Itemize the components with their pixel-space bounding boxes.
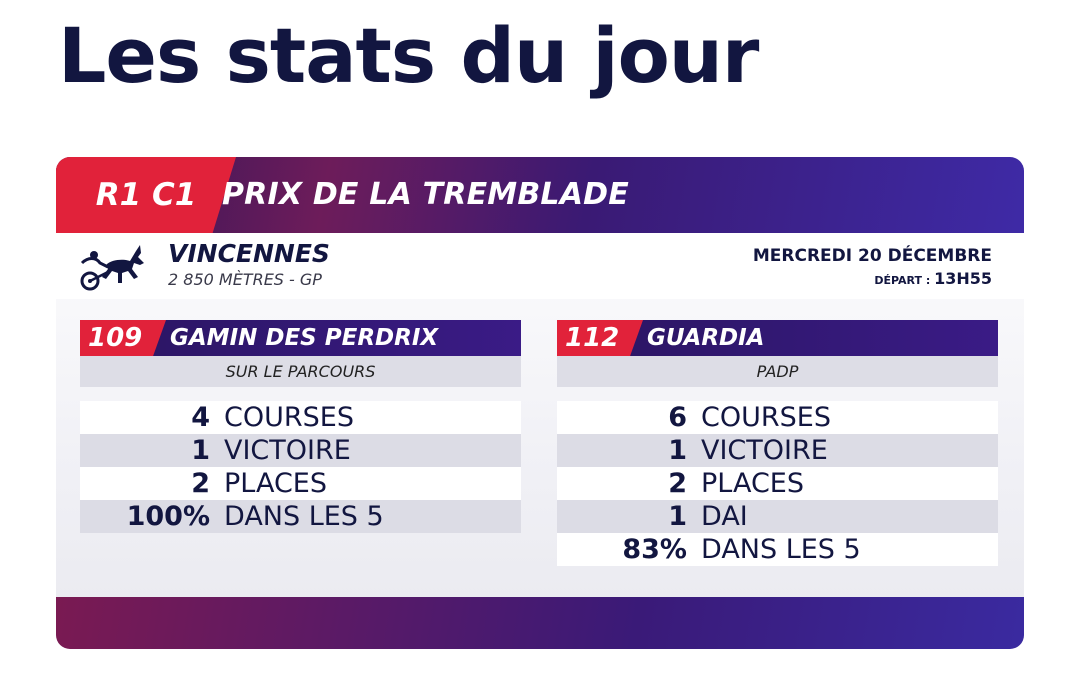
race-header: R1 C1 PRIX DE LA TREMBLADE [56,157,1024,233]
race-stats-card: R1 C1 PRIX DE LA TREMBLADE VINCENNES 2 8… [56,157,1024,649]
race-info-bar: VINCENNES 2 850 MÈTRES - GP MERCREDI 20 … [56,233,1024,299]
stat-value: 2 [668,468,687,499]
stat-label: COURSES [224,402,354,433]
stat-value: 1 [668,501,687,532]
stat-row: 1 VICTOIRE [557,434,998,467]
horse-panel-109: 109 GAMIN DES PERDRIX SUR LE PARCOURS 4 … [80,320,521,533]
harness-horse-icon [80,245,144,291]
stat-value: 2 [191,468,210,499]
departure-time: 13H55 [934,269,992,288]
horse-number: 109 [80,320,166,356]
race-code: R1 C1 [56,157,236,233]
stat-value: 1 [668,435,687,466]
race-departure: DÉPART : 13H55 [874,269,992,291]
stat-row: 4 COURSES [80,401,521,434]
venue-name: VINCENNES [168,239,330,268]
horse-name: GUARDIA [647,325,765,351]
stat-row: 1 DAI [557,500,998,533]
card-footer [56,597,1024,649]
horse-stats: 4 COURSES 1 VICTOIRE 2 PLACES 100% DANS … [80,401,521,533]
horse-number: 112 [557,320,643,356]
stat-value: 100% [126,501,210,532]
stat-label: PLACES [224,468,327,499]
stat-row: 2 PLACES [80,467,521,500]
stat-row: 2 PLACES [557,467,998,500]
stat-label: DAI [701,501,748,532]
stat-label: VICTOIRE [701,435,828,466]
race-date: MERCREDI 20 DÉCEMBRE [752,246,992,266]
stat-value: 1 [191,435,210,466]
horse-subtitle: PADP [557,356,998,387]
stat-row: 83% DANS LES 5 [557,533,998,566]
horse-panel-112: 112 GUARDIA PADP 6 COURSES 1 VICTOIRE 2 … [557,320,998,566]
stat-value: 83% [622,534,687,565]
race-distance: 2 850 MÈTRES - GP [168,270,322,289]
race-name: PRIX DE LA TREMBLADE [222,177,629,212]
horse-stats: 6 COURSES 1 VICTOIRE 2 PLACES 1 DAI 83% … [557,401,998,566]
stat-row: 1 VICTOIRE [80,434,521,467]
stat-label: PLACES [701,468,804,499]
stat-row: 100% DANS LES 5 [80,500,521,533]
stat-label: DANS LES 5 [701,534,861,565]
stat-label: DANS LES 5 [224,501,384,532]
departure-label: DÉPART : [874,274,935,287]
horse-header: 109 GAMIN DES PERDRIX [80,320,521,356]
horse-name: GAMIN DES PERDRIX [170,325,439,351]
stat-row: 6 COURSES [557,401,998,434]
page-title: Les stats du jour [58,11,759,100]
stat-value: 4 [191,402,210,433]
stat-label: VICTOIRE [224,435,351,466]
horse-header: 112 GUARDIA [557,320,998,356]
stat-value: 6 [668,402,687,433]
horse-subtitle: SUR LE PARCOURS [80,356,521,387]
stat-label: COURSES [701,402,831,433]
